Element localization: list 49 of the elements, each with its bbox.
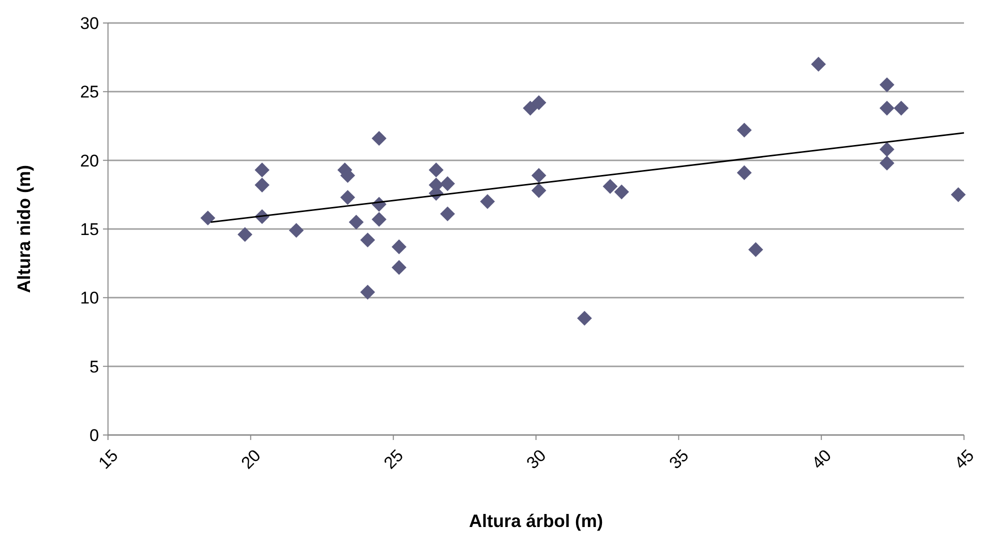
point	[360, 284, 376, 300]
y-tick-label: 25	[80, 82, 99, 102]
y-tick-label: 20	[80, 151, 99, 170]
point	[748, 242, 764, 258]
x-tick-label: 20	[238, 446, 264, 473]
point	[811, 56, 826, 72]
point	[254, 162, 270, 178]
point	[348, 214, 364, 230]
y-axis-title: Altura nido (m)	[14, 165, 34, 293]
point	[372, 130, 386, 146]
point	[531, 95, 546, 110]
point	[392, 239, 406, 254]
x-tick-label: 45	[950, 446, 978, 473]
point	[440, 176, 455, 192]
x-tick-label: 40	[808, 446, 836, 473]
point	[288, 222, 304, 238]
x-tick-label: 35	[666, 446, 692, 473]
point	[880, 142, 894, 157]
point	[950, 187, 966, 202]
point	[372, 212, 386, 227]
point	[602, 179, 618, 194]
point	[440, 206, 455, 222]
point	[200, 210, 216, 226]
y-tick-label: 30	[80, 14, 99, 33]
point	[392, 260, 406, 275]
point	[577, 310, 592, 326]
point	[254, 178, 270, 192]
point	[428, 162, 444, 178]
point	[736, 122, 752, 138]
y-tick-label: 15	[80, 220, 99, 239]
x-tick-label: 25	[380, 446, 408, 473]
point	[531, 183, 546, 198]
point	[614, 184, 630, 200]
y-tick-label: 5	[90, 357, 99, 376]
point	[880, 100, 894, 116]
y-tick-label: 0	[90, 426, 99, 445]
point	[340, 190, 356, 205]
point	[880, 77, 894, 92]
x-axis-title: Altura árbol (m)	[468, 511, 604, 531]
point	[238, 227, 252, 242]
point	[522, 100, 538, 116]
point	[360, 232, 376, 248]
point	[480, 194, 495, 209]
point	[880, 156, 894, 170]
x-tick-label: 30	[522, 446, 550, 473]
point	[736, 165, 752, 180]
y-tick-label: 10	[80, 288, 99, 308]
point	[531, 168, 546, 183]
point	[894, 100, 909, 116]
